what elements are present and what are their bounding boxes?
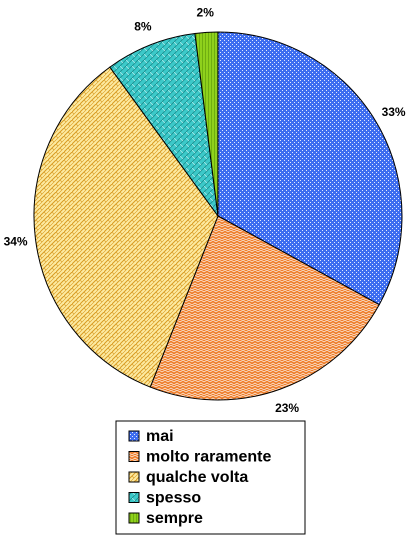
legend-label-qualche-volta: qualche volta <box>146 469 248 486</box>
legend-label-mai: mai <box>146 428 174 445</box>
legend: mai molto raramente qualche volta spesso sem… <box>115 420 306 535</box>
pie-slice-mai <box>217 31 403 306</box>
legend-label-molto-raramente: molto raramente <box>146 449 271 466</box>
legend-swatch-spesso <box>128 492 140 503</box>
pie-label-sempre: 2% <box>197 5 215 19</box>
pie-slice-molto-raramente <box>149 215 380 401</box>
legend-swatch-mai <box>128 430 140 442</box>
pie-label-molto-raramente: 23% <box>275 401 299 415</box>
legend-label-spesso: spesso <box>146 490 201 507</box>
pie-slices <box>33 31 403 401</box>
legend-frame <box>115 420 306 535</box>
pie-slice-spesso <box>109 32 219 217</box>
pie-slice-qualche-volta <box>33 66 219 388</box>
legend-swatch-qualche-volta <box>128 471 140 483</box>
legend-swatch-molto-raramente <box>128 451 140 462</box>
pie-label-spesso: 8% <box>134 19 152 33</box>
pie-percent-labels: 33% 23% 34% 8% 2% <box>4 5 406 415</box>
legend-swatch-sempre <box>128 512 140 524</box>
pie-label-mai: 33% <box>382 105 406 119</box>
pie-label-qualche-volta: 34% <box>4 235 28 249</box>
legend-label-sempre: sempre <box>146 510 203 527</box>
pie-slice-sempre <box>194 31 219 217</box>
